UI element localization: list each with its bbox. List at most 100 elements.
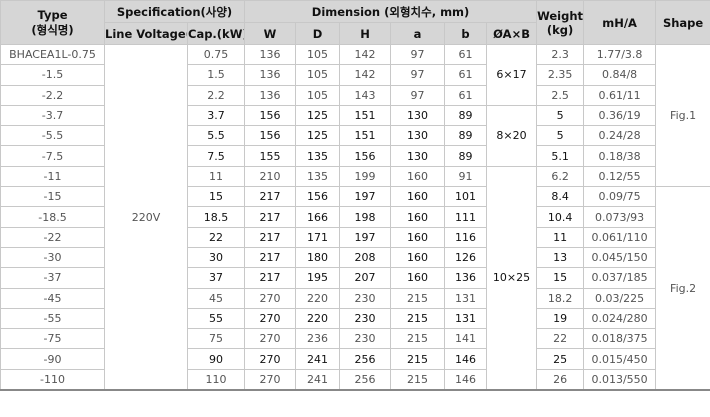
cell-d: 241 [295,348,340,370]
cell-type: -2.2 [0,84,105,106]
cell-h: 197 [339,226,391,248]
cell-w: 155 [244,145,296,167]
header-cap: Cap.(kW) [187,22,245,45]
cell-weight: 2.5 [536,84,585,106]
cell-type: -45 [0,287,105,309]
table-row: -11 11 210 135 199 160 91 10×25 6.2 0.12/55 [0,165,710,392]
cell-oab: 8×20 [485,104,538,167]
cell-weight: 8.4 [536,186,585,208]
cell-d: 236 [295,328,340,350]
cell-w: 217 [244,267,296,289]
cell-type: -11 [0,165,105,188]
cell-d: 105 [295,64,340,86]
cell-w: 270 [244,328,296,350]
cell-mha: 0.013/550 [583,368,657,392]
cell-weight: 18.2 [536,287,585,309]
cell-mha: 0.061/110 [583,226,657,248]
cell-cap: 0.75 [187,43,245,66]
cell-mha: 0.84/8 [583,64,657,86]
cell-b: 131 [444,287,487,309]
cell-a: 215 [390,307,445,330]
cell-b: 146 [444,368,487,392]
cell-w: 156 [244,104,296,127]
cell-cap: 15 [187,186,245,208]
cell-d: 171 [295,226,340,248]
cell-b: 141 [444,328,487,350]
table-row: -55 55 270 220 230 215 131 19 0.024/280 [0,307,710,330]
header-d: D [295,22,340,45]
table-row: -90 90 270 241 256 215 146 25 0.015/450 [0,348,710,370]
cell-weight: 6.2 [536,165,585,188]
cell-mha: 0.24/28 [583,125,657,147]
cell-d: 135 [295,145,340,167]
cell-a: 160 [390,206,445,228]
cell-h: 142 [339,43,391,66]
cell-cap: 11 [187,165,245,188]
cell-b: 61 [444,84,487,106]
cell-b: 89 [444,125,487,147]
cell-h: 151 [339,104,391,127]
cell-weight: 5 [536,104,585,127]
cell-a: 130 [390,145,445,167]
header-a: a [390,22,445,45]
cell-weight: 2.35 [536,64,585,86]
cell-mha: 0.037/185 [583,267,657,289]
cell-mha: 0.015/450 [583,348,657,370]
cell-cap: 5.5 [187,125,245,147]
header-weight: Weight (kg) [536,0,585,45]
cell-w: 156 [244,125,296,147]
table-row: -2.2 2.2 136 105 143 97 61 2.5 0.61/11 [0,84,710,106]
cell-cap: 22 [187,226,245,248]
cell-type: -90 [0,348,105,370]
cell-h: 230 [339,328,391,350]
spec-table: Type (형식명) Specification(사양) Dimension (… [0,0,710,392]
cell-cap: 18.5 [187,206,245,228]
cell-mha: 1.77/3.8 [583,43,657,66]
header-shape: Shape [655,0,710,45]
cell-h: 207 [339,267,391,289]
cell-h: 199 [339,165,391,188]
cell-weight: 11 [536,226,585,248]
cell-h: 256 [339,348,391,370]
cell-d: 135 [295,165,340,188]
cell-a: 160 [390,186,445,208]
cell-mha: 0.045/150 [583,246,657,269]
cell-cap: 90 [187,348,245,370]
cell-w: 217 [244,206,296,228]
cell-h: 208 [339,246,391,269]
cell-h: 151 [339,125,391,147]
cell-type: -18.5 [0,206,105,228]
header-oab: ØA×B [485,22,538,45]
cell-cap: 3.7 [187,104,245,127]
cell-mha: 0.018/375 [583,328,657,350]
cell-type: -30 [0,246,105,269]
cell-b: 116 [444,226,487,248]
cell-weight: 10.4 [536,206,585,228]
table-row: -22 22 217 171 197 160 116 11 0.061/110 [0,226,710,248]
cell-h: 198 [339,206,391,228]
cell-a: 160 [390,165,445,188]
cell-cap: 37 [187,267,245,289]
cell-b: 111 [444,206,487,228]
cell-w: 136 [244,64,296,86]
table-row: -15 15 217 156 197 160 101 8.4 0.09/75 Fig.2 [0,186,710,392]
cell-a: 97 [390,64,445,86]
cell-h: 197 [339,186,391,208]
cell-a: 97 [390,84,445,106]
cell-type: -5.5 [0,125,105,147]
cell-d: 125 [295,125,340,147]
cell-cap: 1.5 [187,64,245,86]
cell-shape: Fig.2 [655,186,710,392]
cell-b: 61 [444,43,487,66]
cell-line-voltage: 220V [104,44,188,392]
cell-w: 270 [244,348,296,370]
cell-a: 215 [390,287,445,309]
cell-w: 210 [244,165,296,188]
cell-type: BHACEA1L-0.75 [0,43,105,66]
cell-d: 156 [295,186,340,208]
table-row: -37 37 217 195 207 160 136 15 0.037/185 [0,267,710,289]
header-w: W [244,22,296,45]
cell-type: -37 [0,267,105,289]
header-h: H [339,22,391,45]
cell-h: 142 [339,64,391,86]
